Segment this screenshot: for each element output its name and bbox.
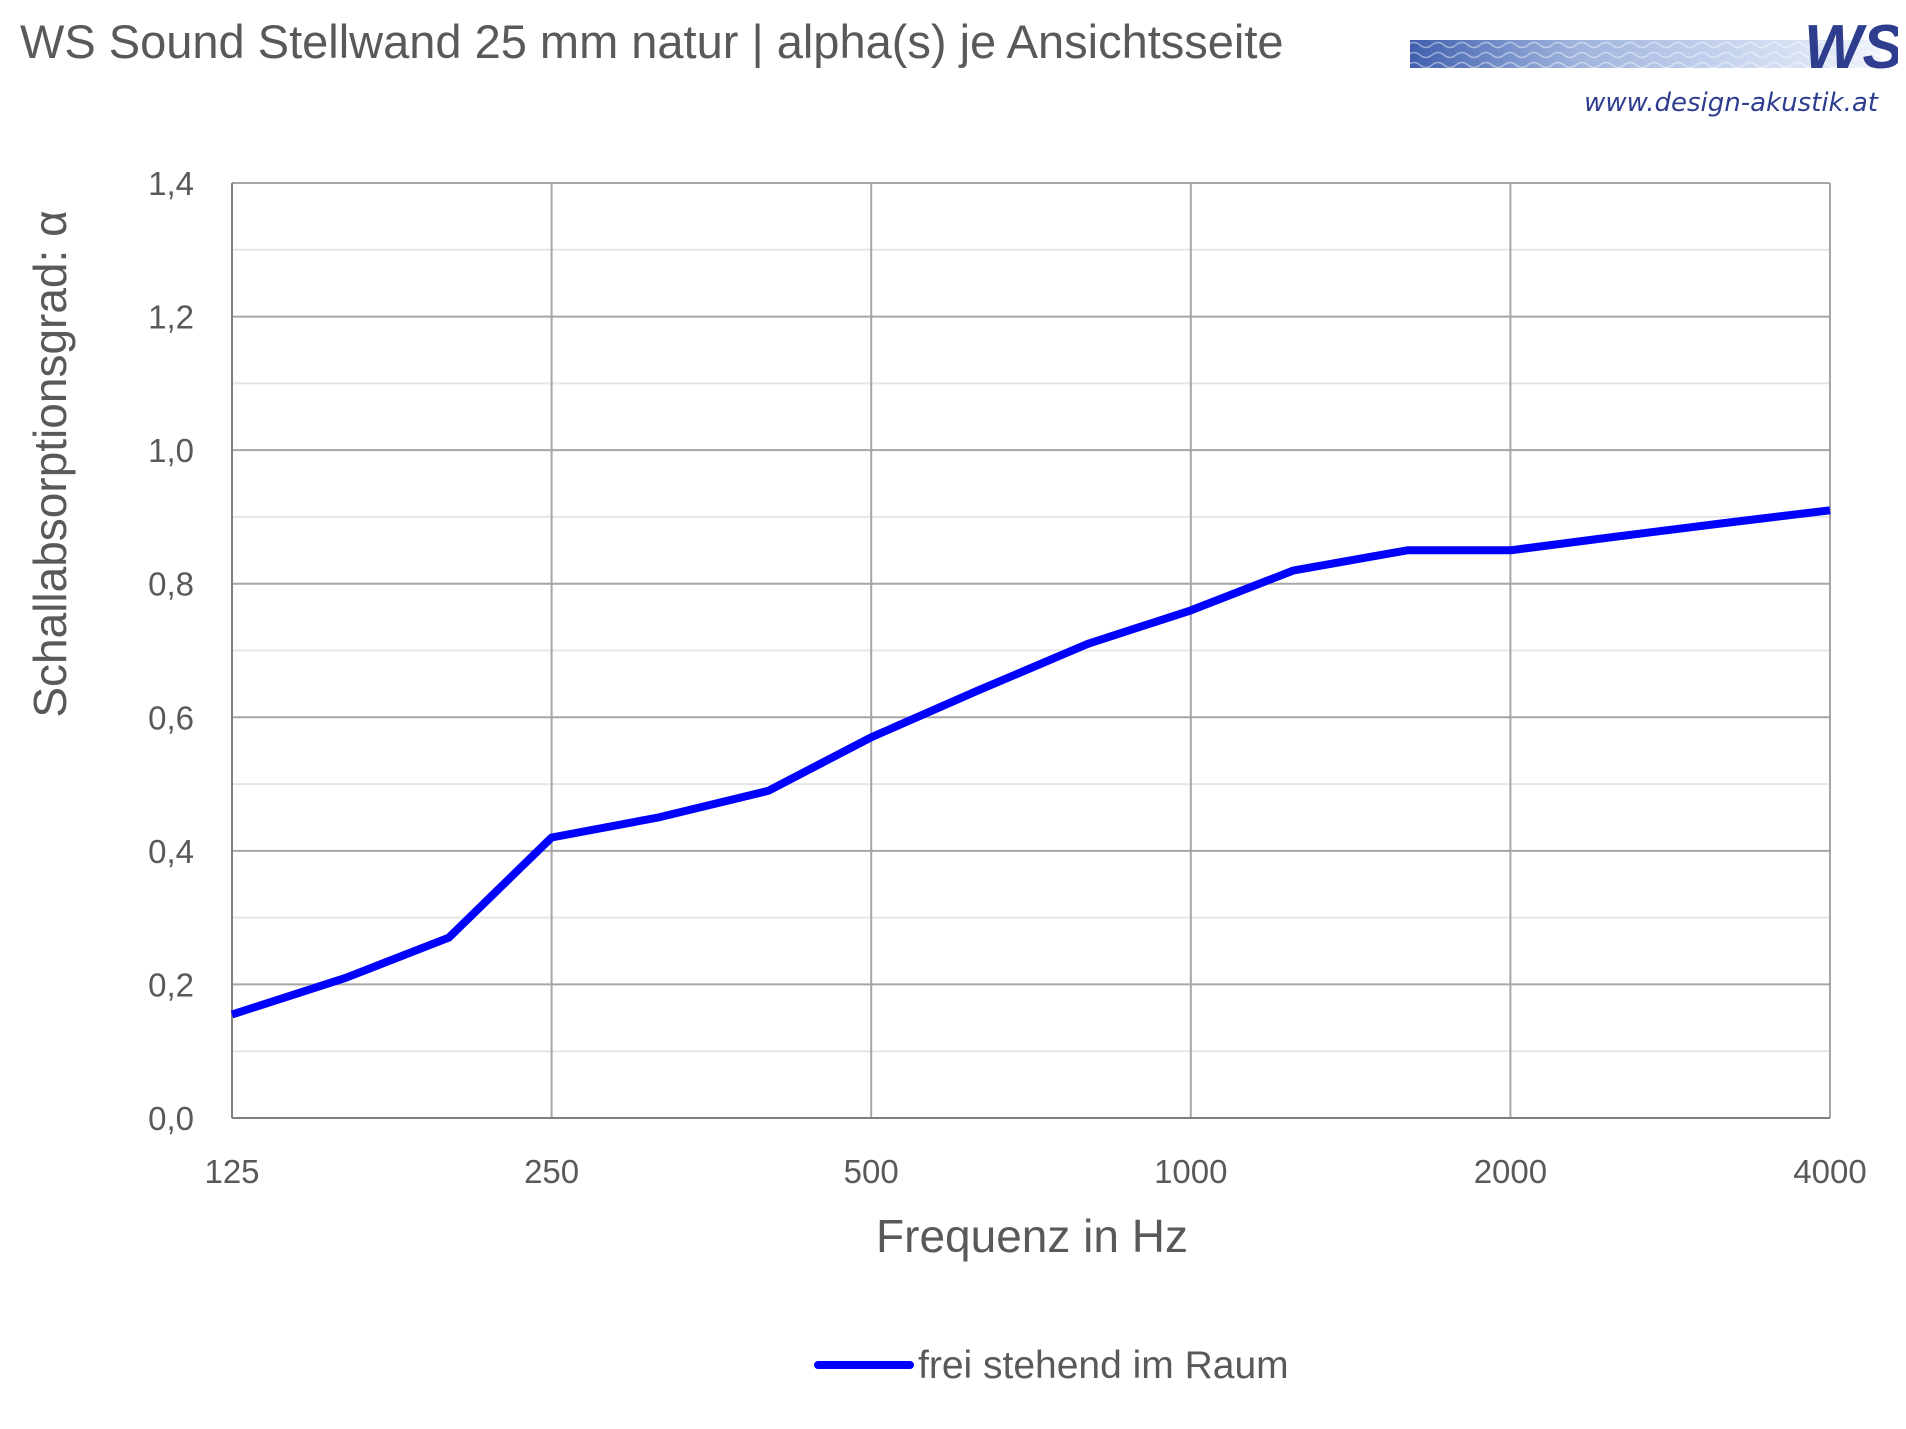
y-tick-label: 0,6 [148, 699, 194, 736]
data-point [977, 690, 978, 691]
y-tick-label: 0,8 [148, 566, 194, 603]
data-point [1613, 536, 1614, 537]
data-point [1087, 643, 1088, 644]
page-title: WS Sound Stellwand 25 mm natur | alpha(s… [20, 15, 1284, 68]
data-point [1830, 510, 1831, 511]
series-line-frei-stehend-im-raum [230, 506, 1831, 1019]
x-tick-label: 2000 [1474, 1153, 1547, 1190]
data-point [768, 790, 769, 791]
y-tick-label: 1,2 [148, 299, 194, 336]
series-layer [230, 506, 1831, 1019]
x-tick-label: 250 [524, 1153, 579, 1190]
logo-graphic: WS [1410, 13, 1904, 82]
x-tick-label: 1000 [1154, 1153, 1227, 1190]
data-point [1190, 610, 1191, 611]
data-point [232, 1014, 233, 1015]
data-point [551, 837, 552, 838]
data-point [448, 937, 449, 938]
data-point [345, 977, 346, 978]
y-axis-title: Schallabsorptionsgrad: α [24, 210, 76, 717]
legend-label-frei-stehend: frei stehend im Raum [918, 1344, 1289, 1387]
brand-logo[interactable]: WS www.design-akustik.at [1408, 10, 1904, 120]
x-tick-label: 125 [204, 1153, 259, 1190]
data-point [1407, 550, 1408, 551]
logo-url[interactable]: www.design-akustik.at [1584, 88, 1878, 118]
y-tick-label: 1,0 [148, 432, 194, 469]
y-tick-label: 1,4 [148, 165, 194, 202]
grid [231, 182, 1831, 1119]
logo-mark: WS [1804, 13, 1898, 82]
x-tick-label: 4000 [1793, 1153, 1866, 1190]
tick-labels: 0,0 0,2 0,4 0,6 0,8 1,0 1,2 1,4 125 250 500 1000 200… [148, 165, 1867, 1190]
data-point [871, 737, 872, 738]
legend: frei stehend im Raum [814, 1344, 1289, 1387]
x-tick-label: 500 [844, 1153, 899, 1190]
x-axis-title: Frequenz in Hz [876, 1210, 1188, 1262]
data-point [1719, 523, 1720, 524]
axes [231, 183, 1830, 1119]
data-point [1510, 550, 1511, 551]
data-point [658, 817, 659, 818]
y-tick-label: 0,2 [148, 966, 194, 1003]
y-tick-label: 0,0 [148, 1100, 194, 1137]
data-point [1293, 570, 1294, 571]
y-tick-label: 0,4 [148, 833, 194, 870]
